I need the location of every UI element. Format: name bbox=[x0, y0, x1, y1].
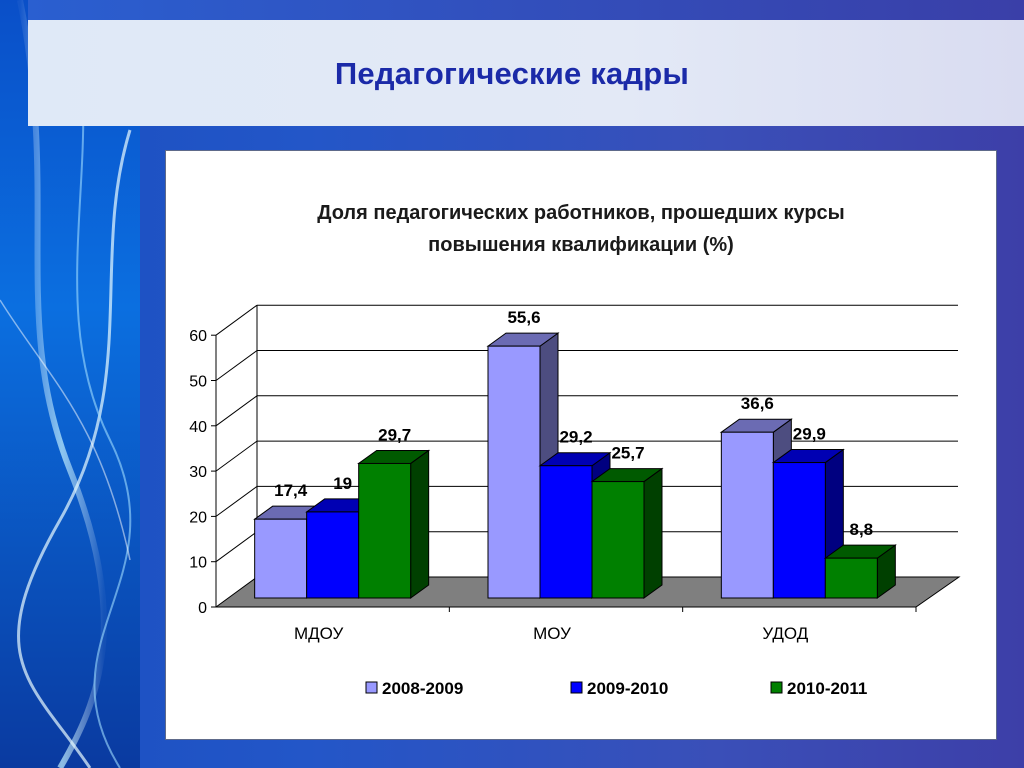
gridline-depth bbox=[215, 485, 258, 517]
bar-side bbox=[643, 467, 663, 599]
y-tick-label: 50 bbox=[189, 374, 207, 391]
data-label: 29,7 bbox=[378, 425, 411, 444]
legend-label: 2009-2010 bbox=[587, 679, 668, 698]
gridline-depth bbox=[215, 395, 258, 427]
legend-swatch bbox=[570, 681, 583, 694]
y-tick-label: 60 bbox=[189, 328, 207, 345]
header-bar bbox=[28, 20, 1024, 126]
data-label: 29,2 bbox=[559, 428, 592, 447]
data-label: 36,6 bbox=[741, 394, 774, 413]
top-band bbox=[28, 0, 1024, 20]
x-tick-label: МДОУ bbox=[294, 624, 344, 643]
decorative-light-panel bbox=[0, 0, 140, 768]
legend-swatch bbox=[365, 681, 378, 694]
bar bbox=[539, 465, 593, 599]
data-label: 25,7 bbox=[611, 444, 644, 463]
gridline-depth bbox=[215, 304, 258, 336]
bar bbox=[254, 518, 308, 599]
chart-area: Доля педагогических работников, прошедши… bbox=[165, 150, 997, 740]
gridline-depth bbox=[215, 350, 258, 381]
y-tick-label: 30 bbox=[189, 464, 207, 481]
chart-title-line2: повышения квалификации (%) bbox=[428, 234, 734, 256]
gridline-depth bbox=[215, 531, 258, 563]
y-tick-label: 10 bbox=[189, 555, 207, 572]
data-label: 29,9 bbox=[793, 425, 826, 444]
chart-title: Доля педагогических работников, прошедши… bbox=[166, 197, 996, 261]
legend-label: 2008-2009 bbox=[382, 679, 463, 698]
data-label: 55,6 bbox=[507, 308, 540, 327]
bar-side bbox=[410, 449, 430, 599]
x-tick-label: УДОД bbox=[762, 624, 808, 643]
bar bbox=[772, 462, 826, 599]
bar-chart-3d: 0 10 20 30 40 50 60 МДОУ 17,4 19 29,7 МОУ 55,6 29,2 25… bbox=[189, 304, 961, 698]
y-tick-label: 40 bbox=[189, 419, 207, 436]
bar bbox=[591, 481, 645, 599]
data-label: 19 bbox=[333, 474, 352, 493]
bar bbox=[358, 462, 412, 599]
gridline-depth bbox=[215, 440, 258, 472]
bar bbox=[720, 431, 774, 599]
chart-title-line1: Доля педагогических работников, прошедши… bbox=[317, 202, 845, 224]
bar bbox=[306, 511, 360, 599]
y-tick-label: 20 bbox=[189, 509, 207, 526]
legend-swatch bbox=[770, 681, 783, 694]
slide-title: Педагогические кадры bbox=[334, 56, 690, 91]
x-tick-label: МОУ bbox=[533, 624, 571, 643]
legend-label: 2010-2011 bbox=[787, 679, 867, 698]
data-label: 17,4 bbox=[274, 481, 308, 500]
bar bbox=[487, 345, 541, 599]
y-tick-label: 0 bbox=[198, 600, 207, 617]
bar bbox=[824, 557, 878, 599]
data-label: 8,8 bbox=[850, 520, 874, 539]
